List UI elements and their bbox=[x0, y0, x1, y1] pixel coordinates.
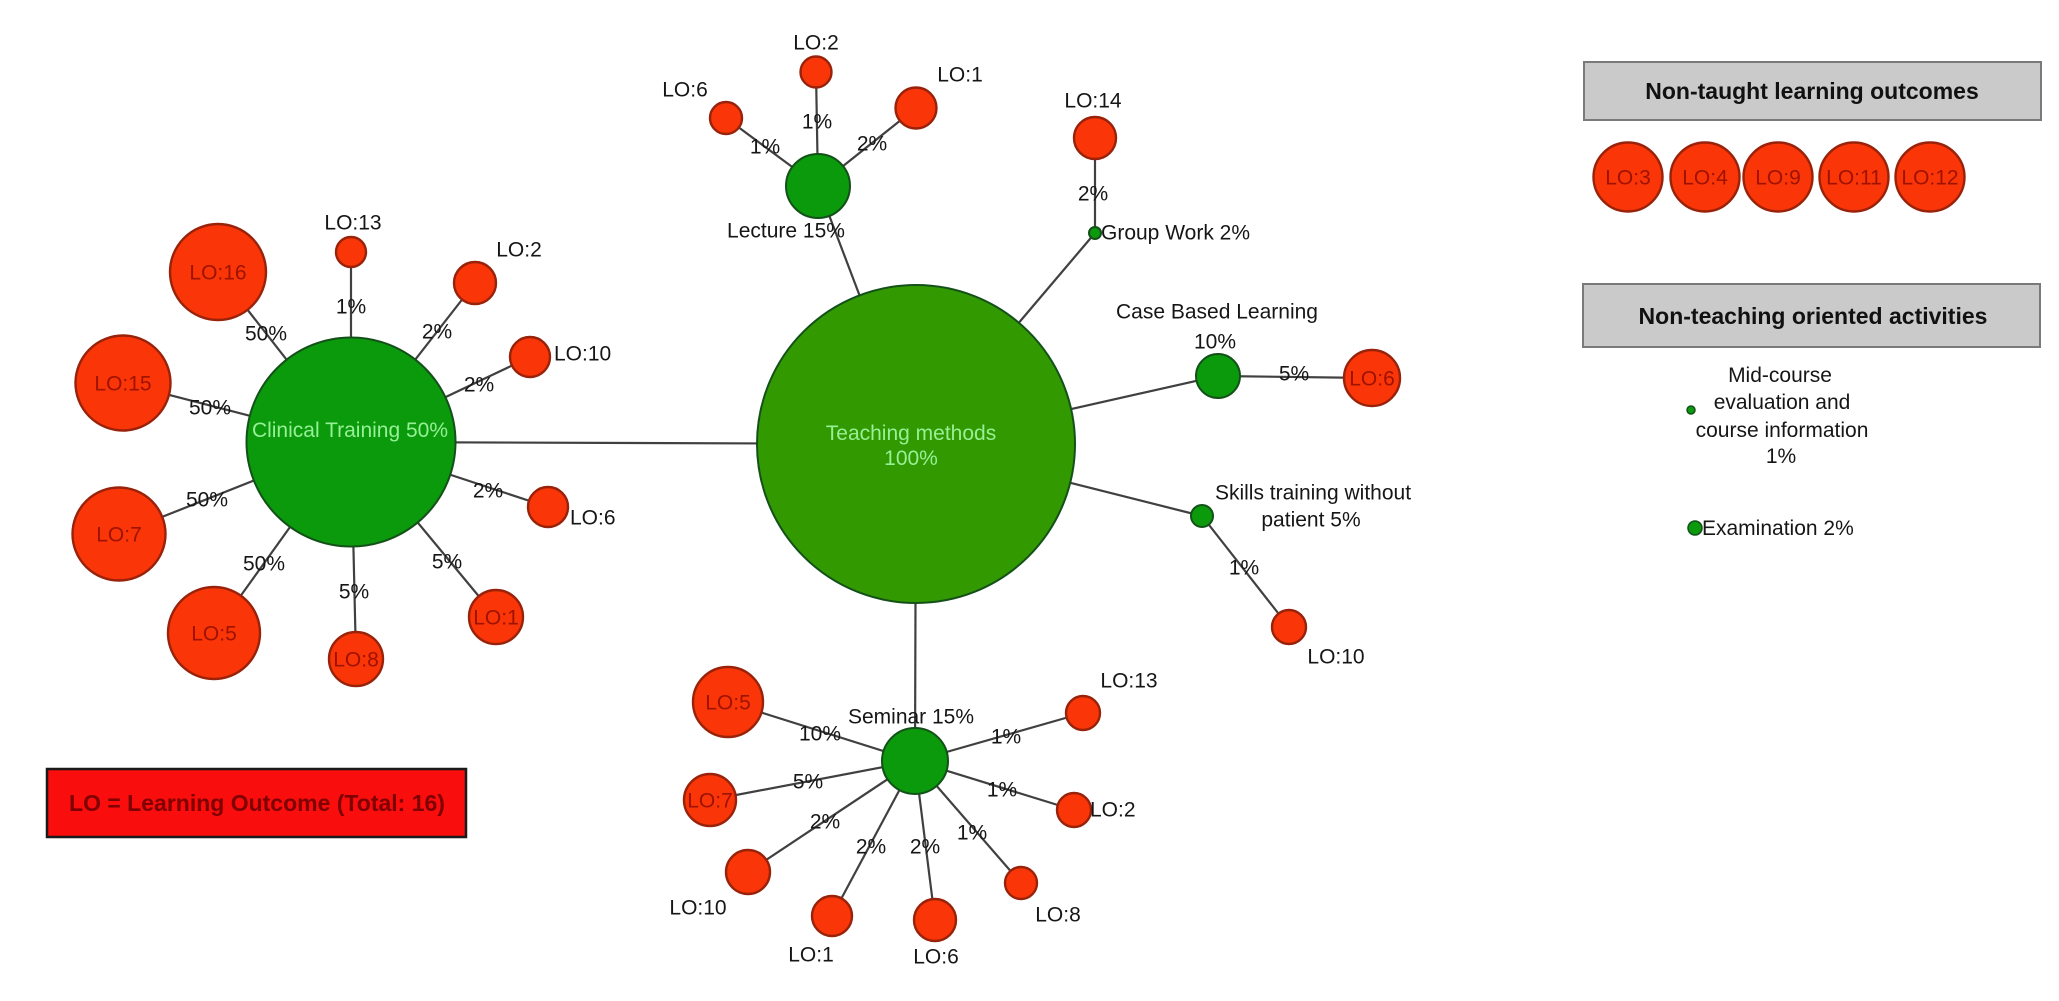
svg-text:LO:9: LO:9 bbox=[1755, 167, 1801, 190]
svg-text:LO:2: LO:2 bbox=[793, 32, 839, 55]
svg-text:LO:1: LO:1 bbox=[937, 64, 983, 87]
svg-text:LO:2: LO:2 bbox=[496, 239, 542, 262]
svg-text:2%: 2% bbox=[857, 133, 887, 156]
svg-text:LO:3: LO:3 bbox=[1605, 167, 1651, 190]
svg-text:2%: 2% bbox=[910, 836, 940, 859]
svg-text:LO:13: LO:13 bbox=[324, 212, 381, 235]
svg-text:1%: 1% bbox=[1229, 557, 1259, 580]
svg-text:LO:14: LO:14 bbox=[1064, 90, 1122, 113]
svg-text:2%: 2% bbox=[473, 480, 503, 503]
svg-text:1%: 1% bbox=[991, 726, 1021, 749]
svg-text:10%: 10% bbox=[799, 723, 841, 746]
svg-text:course information: course information bbox=[1696, 419, 1869, 442]
svg-text:LO:13: LO:13 bbox=[1100, 670, 1157, 693]
svg-text:2%: 2% bbox=[422, 321, 452, 344]
svg-text:LO:11: LO:11 bbox=[1826, 167, 1882, 190]
svg-text:LO:8: LO:8 bbox=[333, 649, 379, 672]
svg-text:1%: 1% bbox=[802, 111, 832, 134]
svg-text:LO = Learning Outcome (Total:: LO = Learning Outcome (Total: 16) bbox=[69, 790, 445, 816]
svg-text:10%: 10% bbox=[1194, 331, 1236, 354]
svg-text:Non-teaching oriented activiti: Non-teaching oriented activities bbox=[1639, 303, 1988, 329]
svg-text:LO:6: LO:6 bbox=[662, 79, 708, 102]
svg-text:LO:10: LO:10 bbox=[554, 343, 611, 366]
svg-text:5%: 5% bbox=[793, 771, 823, 794]
svg-text:Non-taught learning outcomes: Non-taught learning outcomes bbox=[1645, 78, 1979, 104]
svg-text:LO:5: LO:5 bbox=[191, 623, 237, 646]
svg-text:Mid-course: Mid-course bbox=[1728, 364, 1832, 387]
svg-text:LO:1: LO:1 bbox=[788, 944, 834, 967]
svg-text:50%: 50% bbox=[186, 489, 228, 512]
svg-text:LO:4: LO:4 bbox=[1682, 167, 1728, 190]
svg-text:1%: 1% bbox=[750, 136, 780, 159]
svg-text:5%: 5% bbox=[1279, 363, 1309, 386]
svg-text:Teaching methods: Teaching methods bbox=[826, 422, 996, 445]
svg-text:LO:15: LO:15 bbox=[94, 373, 151, 396]
svg-text:LO:1: LO:1 bbox=[473, 607, 519, 630]
svg-text:5%: 5% bbox=[432, 551, 462, 574]
svg-text:50%: 50% bbox=[243, 553, 285, 576]
svg-text:1%: 1% bbox=[1766, 445, 1796, 468]
svg-text:2%: 2% bbox=[1078, 183, 1108, 206]
svg-text:LO:6: LO:6 bbox=[913, 946, 959, 969]
svg-text:evaluation and: evaluation and bbox=[1714, 391, 1851, 414]
svg-text:patient 5%: patient 5% bbox=[1261, 509, 1360, 532]
svg-text:2%: 2% bbox=[810, 811, 840, 834]
svg-text:LO:12: LO:12 bbox=[1901, 167, 1958, 190]
svg-text:LO:7: LO:7 bbox=[96, 524, 142, 547]
svg-text:100%: 100% bbox=[884, 447, 938, 470]
svg-text:1%: 1% bbox=[987, 779, 1017, 802]
svg-text:LO:16: LO:16 bbox=[189, 262, 246, 285]
svg-text:Group Work 2%: Group Work 2% bbox=[1101, 222, 1250, 245]
svg-text:Skills training without: Skills training without bbox=[1215, 482, 1411, 505]
svg-text:LO:6: LO:6 bbox=[1349, 368, 1395, 391]
svg-text:LO:7: LO:7 bbox=[687, 790, 733, 813]
svg-text:2%: 2% bbox=[464, 374, 494, 397]
svg-text:Case Based Learning: Case Based Learning bbox=[1116, 301, 1318, 324]
svg-text:LO:8: LO:8 bbox=[1035, 904, 1081, 927]
svg-text:50%: 50% bbox=[245, 323, 287, 346]
svg-text:5%: 5% bbox=[339, 581, 369, 604]
svg-text:LO:10: LO:10 bbox=[669, 897, 726, 920]
svg-text:LO:5: LO:5 bbox=[705, 692, 751, 715]
svg-text:LO:2: LO:2 bbox=[1090, 799, 1136, 822]
svg-text:Seminar 15%: Seminar 15% bbox=[848, 706, 974, 729]
svg-text:LO:10: LO:10 bbox=[1307, 646, 1364, 669]
svg-text:1%: 1% bbox=[957, 822, 987, 845]
svg-text:LO:6: LO:6 bbox=[570, 507, 616, 530]
svg-text:1%: 1% bbox=[336, 296, 366, 319]
svg-text:Examination 2%: Examination 2% bbox=[1702, 517, 1854, 540]
svg-text:Lecture 15%: Lecture 15% bbox=[727, 220, 845, 243]
svg-text:50%: 50% bbox=[189, 397, 231, 420]
svg-text:Clinical Training 50%: Clinical Training 50% bbox=[252, 419, 448, 442]
svg-text:2%: 2% bbox=[856, 836, 886, 859]
